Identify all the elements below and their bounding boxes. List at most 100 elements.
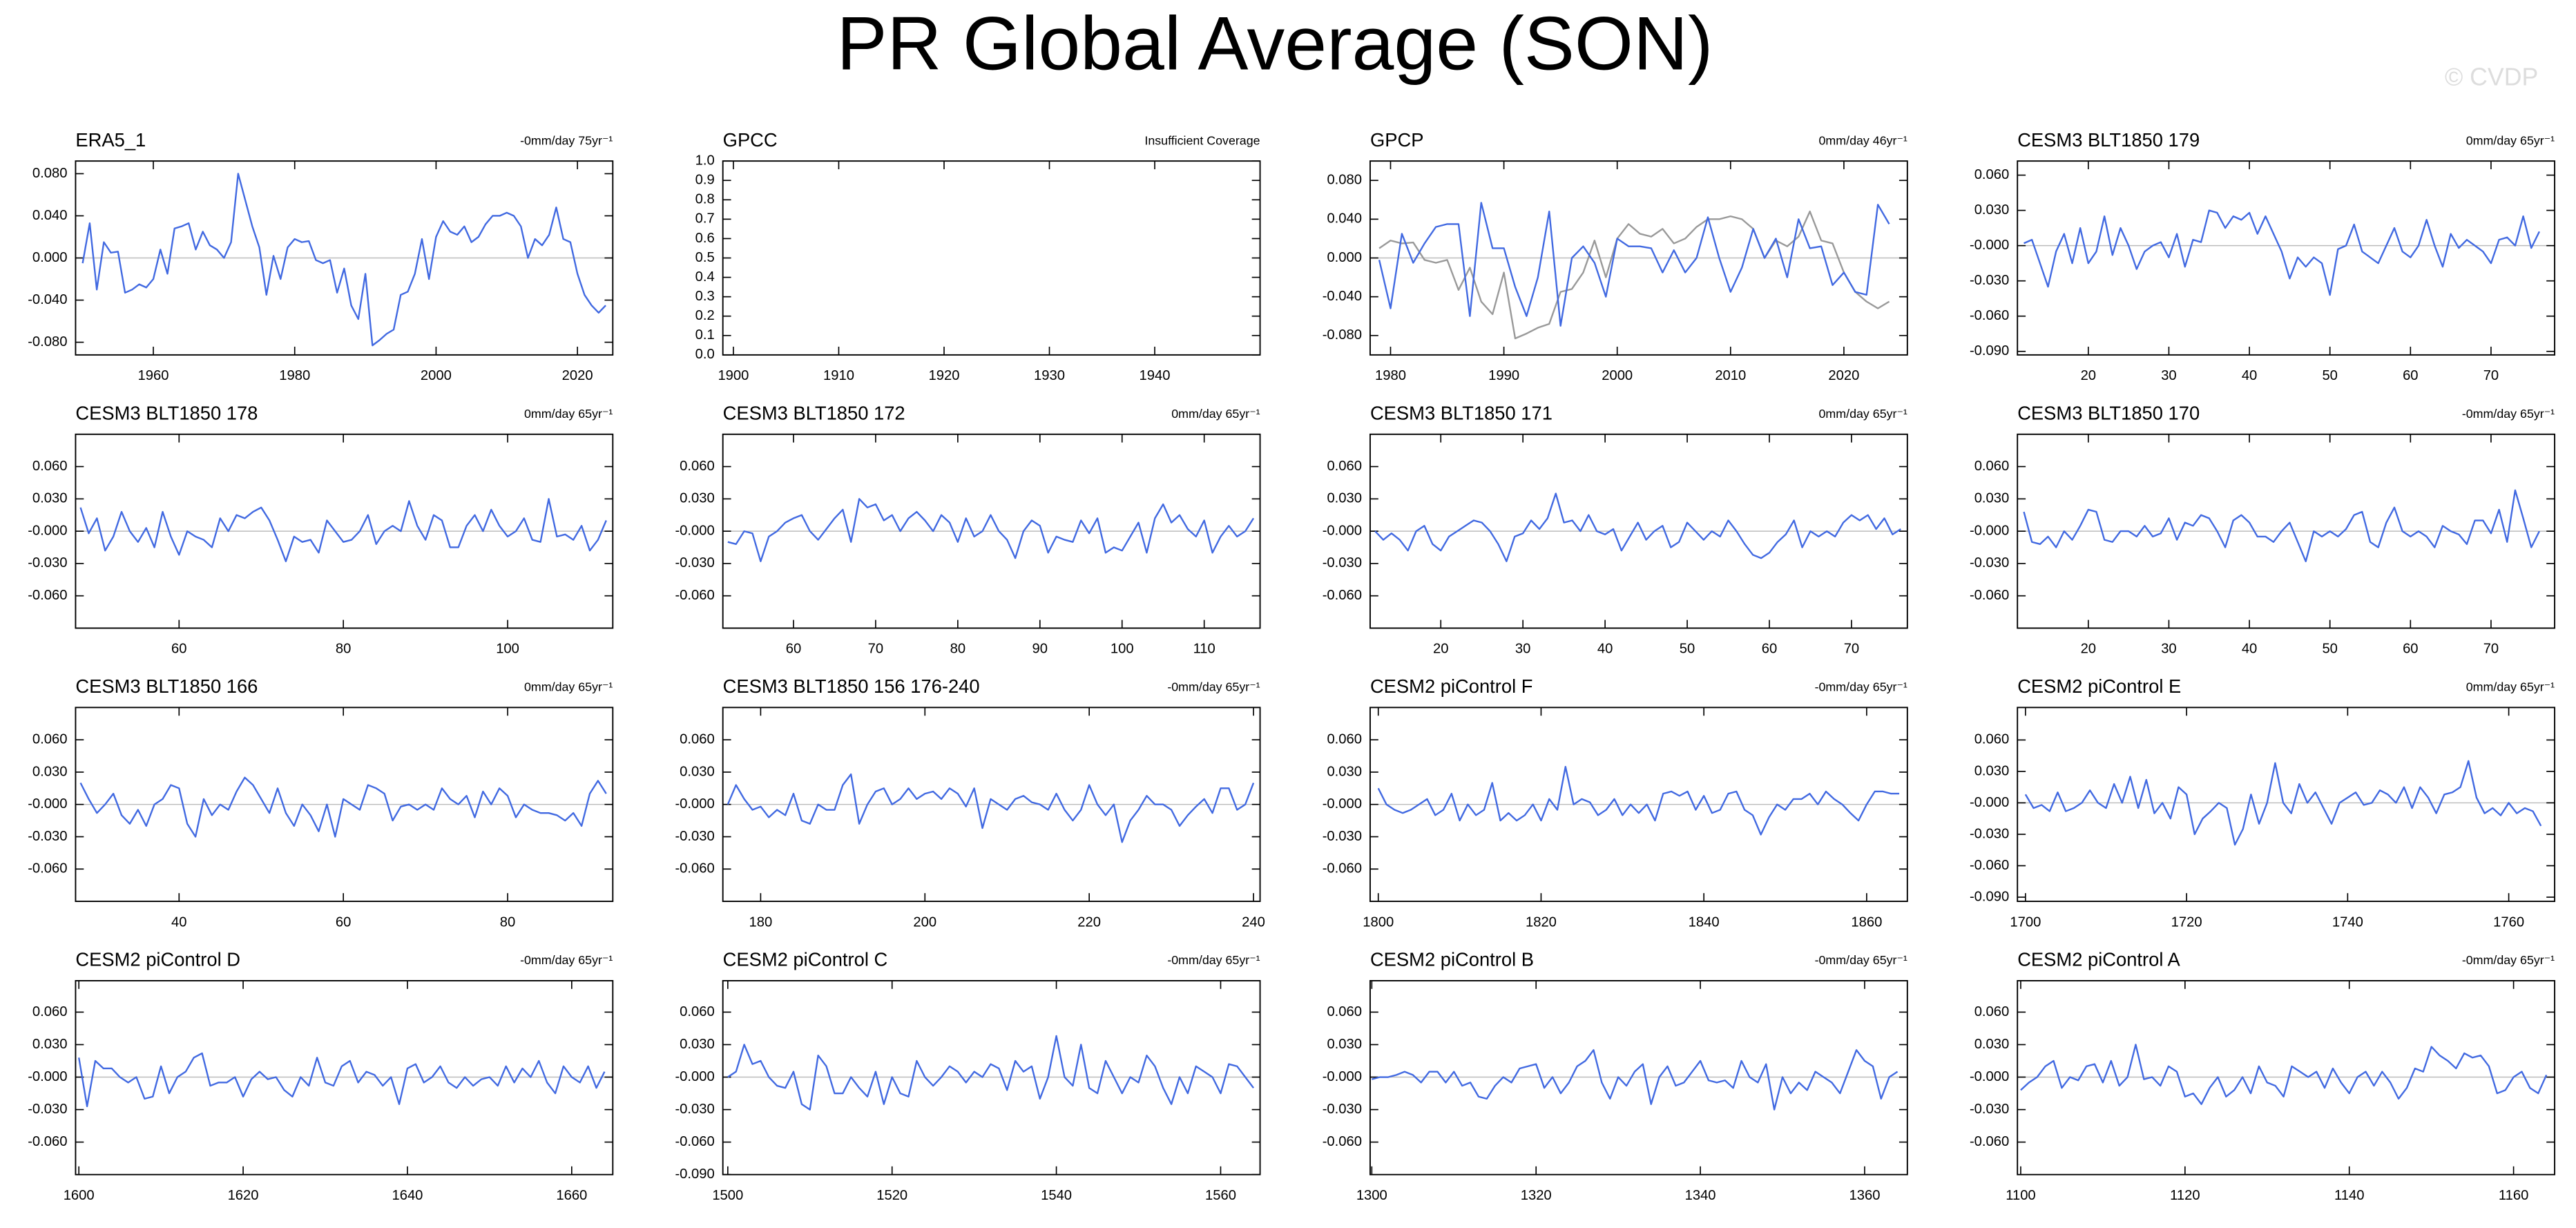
x-tick-label: 1980 [1375, 368, 1406, 383]
y-tick-label: 0.030 [680, 491, 715, 506]
plot-frame [1369, 980, 1908, 1176]
x-tick-label: 1320 [1521, 1188, 1552, 1203]
series-line [2024, 760, 2542, 846]
x-tick-label: 60 [171, 642, 186, 657]
x-tick-label: 60 [2403, 642, 2419, 657]
panel: CESM3 BLT1850 172 0mm/day 65yr⁻¹ 0.060 0.03… [675, 402, 1261, 657]
x-tick-label: 70 [1844, 642, 1860, 657]
series-line [727, 498, 1255, 562]
y-tick-label: 0.2 [695, 308, 715, 323]
y-tick-label: 0.060 [680, 1004, 715, 1019]
x-tick-label: 1520 [876, 1188, 907, 1203]
y-tick-label: -0.030 [28, 1102, 67, 1117]
y-tick-label: 0.030 [32, 764, 68, 779]
x-tick-label: 1600 [64, 1188, 95, 1203]
y-tick-label: -0.000 [1970, 795, 2009, 810]
x-tick-label: 1140 [2334, 1188, 2364, 1203]
x-tick-label: 1860 [1851, 914, 1882, 930]
panel-title: CESM2 piControl E [2017, 675, 2181, 697]
x-tick-label: 1100 [2006, 1188, 2035, 1203]
y-tick-label: 0.030 [1974, 202, 2010, 218]
panel-title: CESM3 BLT1850 156 176-240 [723, 675, 980, 697]
y-tick-label: 0.080 [32, 166, 68, 181]
plot-frame [722, 433, 1261, 629]
panel-subtitle: 0mm/day 65yr⁻¹ [2466, 680, 2555, 694]
y-tick-label: -0.060 [1970, 1134, 2009, 1149]
y-tick-label: 0.060 [1974, 459, 2010, 474]
x-tick-label: 1760 [2493, 914, 2524, 930]
x-tick-label: 70 [2483, 642, 2499, 657]
panel: CESM3 BLT1850 156 176-240 -0mm/day 65yr⁻¹… [675, 675, 1265, 930]
y-tick-label: 0.080 [1327, 173, 1362, 188]
panel-title: CESM2 piControl D [75, 949, 240, 970]
y-tick-label: 0.060 [32, 731, 68, 747]
x-tick-label: 40 [2242, 642, 2258, 657]
y-tick-label: 0.060 [1327, 1004, 1362, 1019]
x-tick-label: 2000 [421, 368, 452, 383]
y-tick-label: -0.000 [28, 796, 67, 812]
y-tick-label: 0.060 [32, 459, 68, 474]
panel-subtitle: -0mm/day 65yr⁻¹ [2462, 407, 2555, 421]
panel-title: CESM2 piControl F [1370, 675, 1533, 697]
panel-title: CESM3 BLT1850 172 [723, 402, 905, 423]
x-tick-label: 50 [1680, 642, 1695, 657]
series-line [1378, 202, 1890, 327]
y-tick-label: 0.040 [32, 208, 68, 223]
panel-subtitle: -0mm/day 65yr⁻¹ [1815, 680, 1907, 694]
y-tick-label: -0.000 [1323, 796, 1362, 812]
x-tick-label: 20 [1433, 642, 1449, 657]
x-tick-label: 100 [496, 642, 519, 657]
y-tick-label: 0.9 [695, 173, 715, 188]
plot-frame [75, 160, 614, 356]
panel-title: CESM3 BLT1850 171 [1370, 402, 1553, 423]
x-tick-label: 1360 [1849, 1188, 1880, 1203]
panel: CESM2 piControl E 0mm/day 65yr⁻¹ 0.060 0.03… [1970, 675, 2556, 930]
x-tick-label: 180 [749, 914, 773, 930]
y-tick-label: 0.5 [695, 250, 715, 265]
panel: CESM3 BLT1850 171 0mm/day 65yr⁻¹ 0.060 0.03… [1323, 402, 1908, 657]
panel: CESM3 BLT1850 166 0mm/day 65yr⁻¹ 0.060 0.03… [28, 675, 614, 930]
panel-title: GPCC [723, 129, 778, 151]
panel-title: CESM3 BLT1850 179 [2017, 129, 2200, 151]
panel-subtitle: Insufficient Coverage [1144, 133, 1260, 147]
x-tick-label: 1700 [2010, 914, 2041, 930]
x-tick-label: 30 [2161, 642, 2177, 657]
y-tick-label: -0.000 [28, 523, 67, 538]
y-tick-label: 0.4 [695, 269, 715, 285]
y-tick-label: 0.060 [680, 459, 715, 474]
y-tick-label: -0.060 [28, 588, 67, 603]
panel-title: CESM3 BLT1850 170 [2017, 402, 2200, 423]
y-tick-label: -0.030 [1323, 829, 1362, 844]
panel: CESM3 BLT1850 179 0mm/day 65yr⁻¹ 0.060 0.03… [1970, 129, 2556, 383]
x-tick-label: 50 [2322, 642, 2338, 657]
x-tick-label: 40 [1597, 642, 1613, 657]
x-tick-label: 20 [2081, 642, 2097, 657]
y-tick-label: -0.030 [1970, 273, 2009, 288]
series-line [1377, 765, 1900, 836]
y-tick-label: 0.060 [1974, 167, 2010, 182]
y-tick-label: -0.000 [1970, 1069, 2009, 1084]
panel-subtitle: 0mm/day 65yr⁻¹ [524, 680, 613, 694]
panel: ERA5_1 -0mm/day 75yr⁻¹ 0.080 0.040 0.000 -0.0… [28, 129, 614, 383]
y-tick-label: 0.060 [1974, 1004, 2010, 1019]
y-tick-label: -0.030 [1323, 555, 1362, 570]
x-tick-label: 90 [1032, 642, 1048, 657]
y-tick-label: 0.8 [695, 192, 715, 207]
y-tick-label: -0.090 [1970, 343, 2009, 358]
y-tick-label: -0.030 [28, 829, 67, 844]
x-tick-label: 1980 [279, 368, 310, 383]
y-tick-label: -0.060 [1323, 588, 1362, 603]
x-tick-label: 1740 [2332, 914, 2363, 930]
panel: CESM2 piControl C -0mm/day 65yr⁻¹ 0.060 0.0… [675, 949, 1261, 1203]
x-tick-label: 1540 [1041, 1188, 1072, 1203]
y-tick-label: -0.060 [1323, 1134, 1362, 1149]
page-title: PR Global Average (SON) [837, 1, 1713, 86]
panel: CESM3 BLT1850 178 0mm/day 65yr⁻¹ 0.060 0.03… [28, 402, 614, 657]
x-tick-label: 1300 [1356, 1188, 1387, 1203]
y-tick-label: 0.1 [695, 327, 715, 343]
y-tick-label: -0.000 [675, 796, 714, 812]
plot-frame [1369, 160, 1908, 356]
x-tick-label: 40 [2242, 368, 2258, 383]
panel-subtitle: -0mm/day 65yr⁻¹ [1815, 953, 1907, 967]
